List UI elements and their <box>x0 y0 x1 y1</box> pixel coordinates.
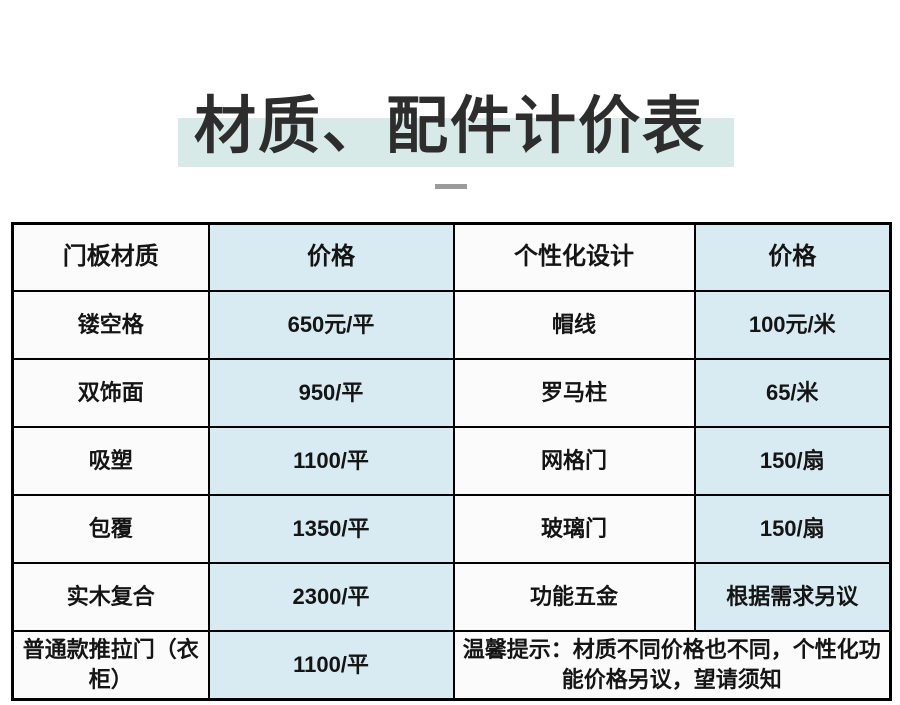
design-cell: 帽线 <box>452 290 696 360</box>
title-highlight-band <box>178 118 734 167</box>
material-cell: 吸塑 <box>11 426 210 496</box>
price-cell: 650元/平 <box>207 290 455 360</box>
table-row: 吸塑 1100/平 网格门 150/扇 <box>11 426 892 496</box>
design-cell: 网格门 <box>452 426 696 496</box>
design-cell: 罗马柱 <box>452 358 696 428</box>
material-cell: 普通款推拉门（衣柜） <box>11 630 210 701</box>
note-cell: 温馨提示：材质不同价格也不同，个性化功能价格另议，望请须知 <box>452 630 892 701</box>
table-row: 双饰面 950/平 罗马柱 65/米 <box>11 358 892 428</box>
design-price-cell: 150/扇 <box>693 494 892 564</box>
price-cell: 950/平 <box>207 358 455 428</box>
table-note-row: 普通款推拉门（衣柜） 1100/平 温馨提示：材质不同价格也不同，个性化功能价格… <box>11 630 892 701</box>
material-cell: 包覆 <box>11 494 210 564</box>
price-cell: 1100/平 <box>207 426 455 496</box>
header-price: 价格 <box>207 222 455 292</box>
design-price-cell: 根据需求另议 <box>693 562 892 632</box>
pricing-table: 门板材质 价格 个性化设计 价格 镂空格 650元/平 帽线 100元/米 双饰… <box>11 222 892 701</box>
design-price-cell: 100元/米 <box>693 290 892 360</box>
design-cell: 功能五金 <box>452 562 696 632</box>
header-design: 个性化设计 <box>452 222 696 292</box>
material-cell: 镂空格 <box>11 290 210 360</box>
table-header-row: 门板材质 价格 个性化设计 价格 <box>11 222 892 292</box>
design-price-cell: 65/米 <box>693 358 892 428</box>
material-cell: 实木复合 <box>11 562 210 632</box>
title-divider-dash <box>435 184 467 189</box>
table-row: 包覆 1350/平 玻璃门 150/扇 <box>11 494 892 564</box>
header-design-price: 价格 <box>693 222 892 292</box>
price-cell: 1100/平 <box>207 630 455 701</box>
page-title: 材质、配件计价表 <box>193 92 706 161</box>
material-cell: 双饰面 <box>11 358 210 428</box>
price-cell: 2300/平 <box>207 562 455 632</box>
design-price-cell: 150/扇 <box>693 426 892 496</box>
table-row: 实木复合 2300/平 功能五金 根据需求另议 <box>11 562 892 632</box>
table-row: 镂空格 650元/平 帽线 100元/米 <box>11 290 892 360</box>
header-material: 门板材质 <box>11 222 210 292</box>
price-cell: 1350/平 <box>207 494 455 564</box>
design-cell: 玻璃门 <box>452 494 696 564</box>
